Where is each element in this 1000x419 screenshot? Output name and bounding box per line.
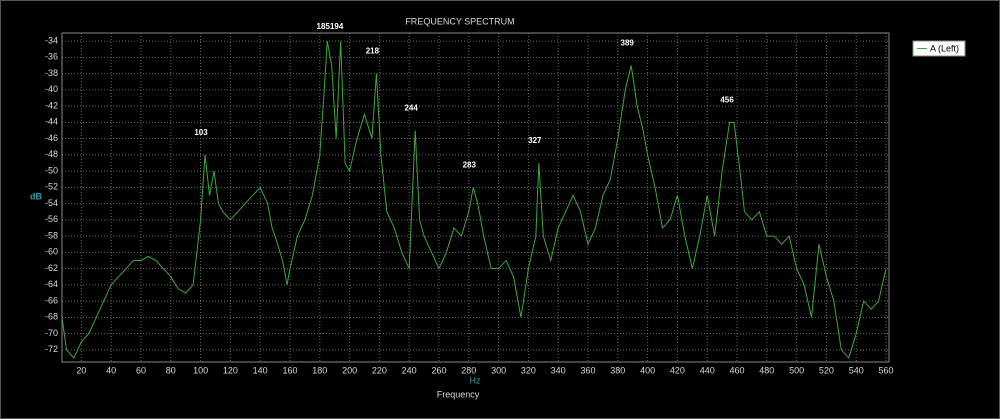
series-line <box>61 41 887 359</box>
chart-title: FREQUENCY SPECTRUM <box>405 16 514 26</box>
peak-label: 194 <box>330 22 344 31</box>
peak-label: 244 <box>404 104 418 113</box>
x-tick-label: 60 <box>136 365 146 375</box>
y-tick-label: -38 <box>45 68 58 78</box>
y-tick-label: -64 <box>45 279 58 289</box>
legend <box>912 40 966 57</box>
y-tick-label: -58 <box>45 230 58 240</box>
x-tick-label: 180 <box>312 365 327 375</box>
x-tick-label: 520 <box>819 365 834 375</box>
y-tick-label: -72 <box>45 344 58 354</box>
peak-label: 283 <box>463 160 477 169</box>
x-tick-label: 160 <box>282 365 297 375</box>
peak-label: 218 <box>366 47 380 56</box>
x-tick-label: 500 <box>789 365 804 375</box>
x-axis-label: Frequency <box>437 389 480 399</box>
y-tick-label: -48 <box>45 149 58 159</box>
x-tick-label: 340 <box>551 365 566 375</box>
x-tick-label: 540 <box>849 365 864 375</box>
x-tick-label: 400 <box>640 365 655 375</box>
x-tick-label: 80 <box>166 365 176 375</box>
plot-border <box>61 32 890 363</box>
x-tick-label: 280 <box>461 365 476 375</box>
x-tick-label: 360 <box>580 365 595 375</box>
y-axis-label: dB <box>30 191 42 201</box>
x-tick-label: 260 <box>431 365 446 375</box>
x-tick-label: 140 <box>253 365 268 375</box>
x-tick-label: 120 <box>223 365 238 375</box>
y-tick-label: -70 <box>45 328 58 338</box>
y-tick-label: -56 <box>45 214 58 224</box>
y-tick-label: -60 <box>45 247 58 257</box>
legend-label: A (Left) <box>930 43 959 53</box>
x-tick-label: 100 <box>193 365 208 375</box>
y-tick-label: -52 <box>45 182 58 192</box>
y-tick-label: -36 <box>45 52 58 62</box>
y-tick-label: -66 <box>45 295 58 305</box>
peak-label: 103 <box>194 128 208 137</box>
x-tick-label: 300 <box>491 365 506 375</box>
x-tick-label: 200 <box>342 365 357 375</box>
x-tick-label: 220 <box>372 365 387 375</box>
y-tick-label: -62 <box>45 263 58 273</box>
y-tick-label: -44 <box>45 117 58 127</box>
x-tick-label: 240 <box>402 365 417 375</box>
peak-label: 389 <box>621 39 635 48</box>
y-tick-label: -40 <box>45 84 58 94</box>
y-tick-label: -46 <box>45 133 58 143</box>
x-tick-label: 440 <box>700 365 715 375</box>
x-tick-label: 560 <box>879 365 894 375</box>
y-tick-label: -42 <box>45 100 58 110</box>
x-tick-label: 380 <box>610 365 625 375</box>
x-tick-label: 20 <box>76 365 86 375</box>
x-unit-label: Hz <box>470 375 481 385</box>
x-tick-label: 460 <box>729 365 744 375</box>
y-tick-label: -54 <box>45 198 58 208</box>
x-tick-label: 40 <box>106 365 116 375</box>
x-tick-label: 420 <box>670 365 685 375</box>
peak-label: 185 <box>317 22 331 31</box>
x-tick-label: 480 <box>759 365 774 375</box>
y-tick-label: -50 <box>45 165 58 175</box>
y-tick-label: -34 <box>45 35 58 45</box>
x-tick-label: 320 <box>521 365 536 375</box>
peak-label: 327 <box>528 136 542 145</box>
peak-label: 456 <box>720 95 734 104</box>
y-tick-label: -68 <box>45 312 58 322</box>
